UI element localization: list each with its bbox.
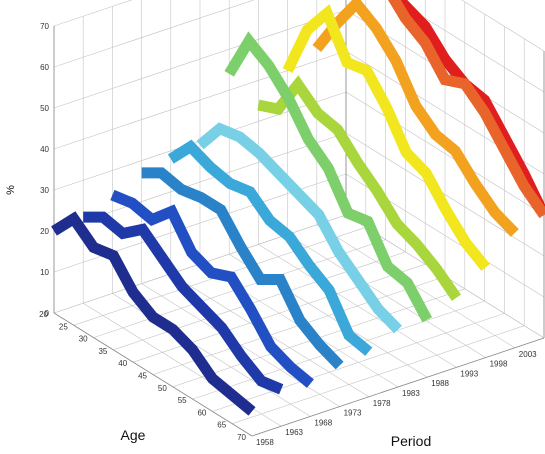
age-tick-label: 70 (237, 433, 246, 442)
floor-gridline-period (287, 234, 486, 358)
series-line-1963 (83, 211, 284, 395)
y-axis-label: Period (391, 433, 431, 449)
period-tick-label: 1978 (373, 399, 391, 408)
period-tick-label: 1988 (431, 379, 449, 388)
series-line-1988 (224, 31, 433, 323)
age-tick-label: 30 (79, 335, 88, 344)
z-tick-label: 10 (40, 268, 49, 277)
age-tick-label: 25 (59, 322, 68, 331)
z-axis-label: % (5, 185, 17, 195)
z-tick-label: 40 (40, 145, 49, 154)
series-line-2008 (392, 0, 545, 218)
period-tick-label: 2003 (519, 350, 537, 359)
series-line-2008 (387, 0, 545, 219)
series-line-1973 (141, 167, 344, 370)
period-tick-label: 1973 (344, 409, 362, 418)
x-axis-label: Age (121, 427, 146, 443)
z-tick-label: 20 (40, 227, 49, 236)
z-tick-label: 0 (45, 309, 50, 318)
period-tick-label: 1998 (490, 360, 508, 369)
frame-edge (53, 312, 253, 437)
series-line-1998 (282, 4, 490, 271)
z-tick-label: 70 (40, 22, 49, 31)
floor-gridline-period (316, 224, 515, 349)
back-wall-gridline-z (53, 0, 133, 27)
age-tick-label: 40 (118, 359, 127, 368)
age-tick-label: 65 (217, 421, 226, 430)
period-tick-label: 1958 (256, 438, 274, 447)
age-tick-label: 45 (138, 372, 147, 381)
age-tick-label: 20 (39, 310, 48, 319)
age-tick-label: 55 (178, 396, 187, 405)
series-line-1978 (167, 139, 373, 356)
side-wall-gridline-z (461, 0, 545, 52)
series-group (51, 0, 545, 416)
z-tick-label: 50 (40, 104, 49, 113)
z-tick-label: 30 (40, 186, 49, 195)
series-line-1983 (196, 122, 402, 334)
frame-edge (251, 337, 545, 437)
floor-gridline-period (258, 244, 457, 368)
tick-label-group: 0 10 20 30 40 50 60 70 20 25 30 35 40 45 50 55 60 65 70 195… (39, 22, 537, 447)
series-line-1958 (51, 211, 256, 416)
age-tick-label: 50 (158, 384, 167, 393)
series-line-2003 (312, 0, 519, 237)
z-tick-label: 60 (40, 63, 49, 72)
age-tick-label: 35 (98, 347, 107, 356)
age-tick-label: 60 (197, 408, 206, 417)
period-tick-label: 1963 (285, 428, 303, 437)
period-tick-label: 1968 (314, 418, 332, 427)
period-tick-label: 1983 (402, 389, 420, 398)
period-tick-label: 1993 (460, 369, 478, 378)
series-line-1968 (110, 189, 314, 388)
